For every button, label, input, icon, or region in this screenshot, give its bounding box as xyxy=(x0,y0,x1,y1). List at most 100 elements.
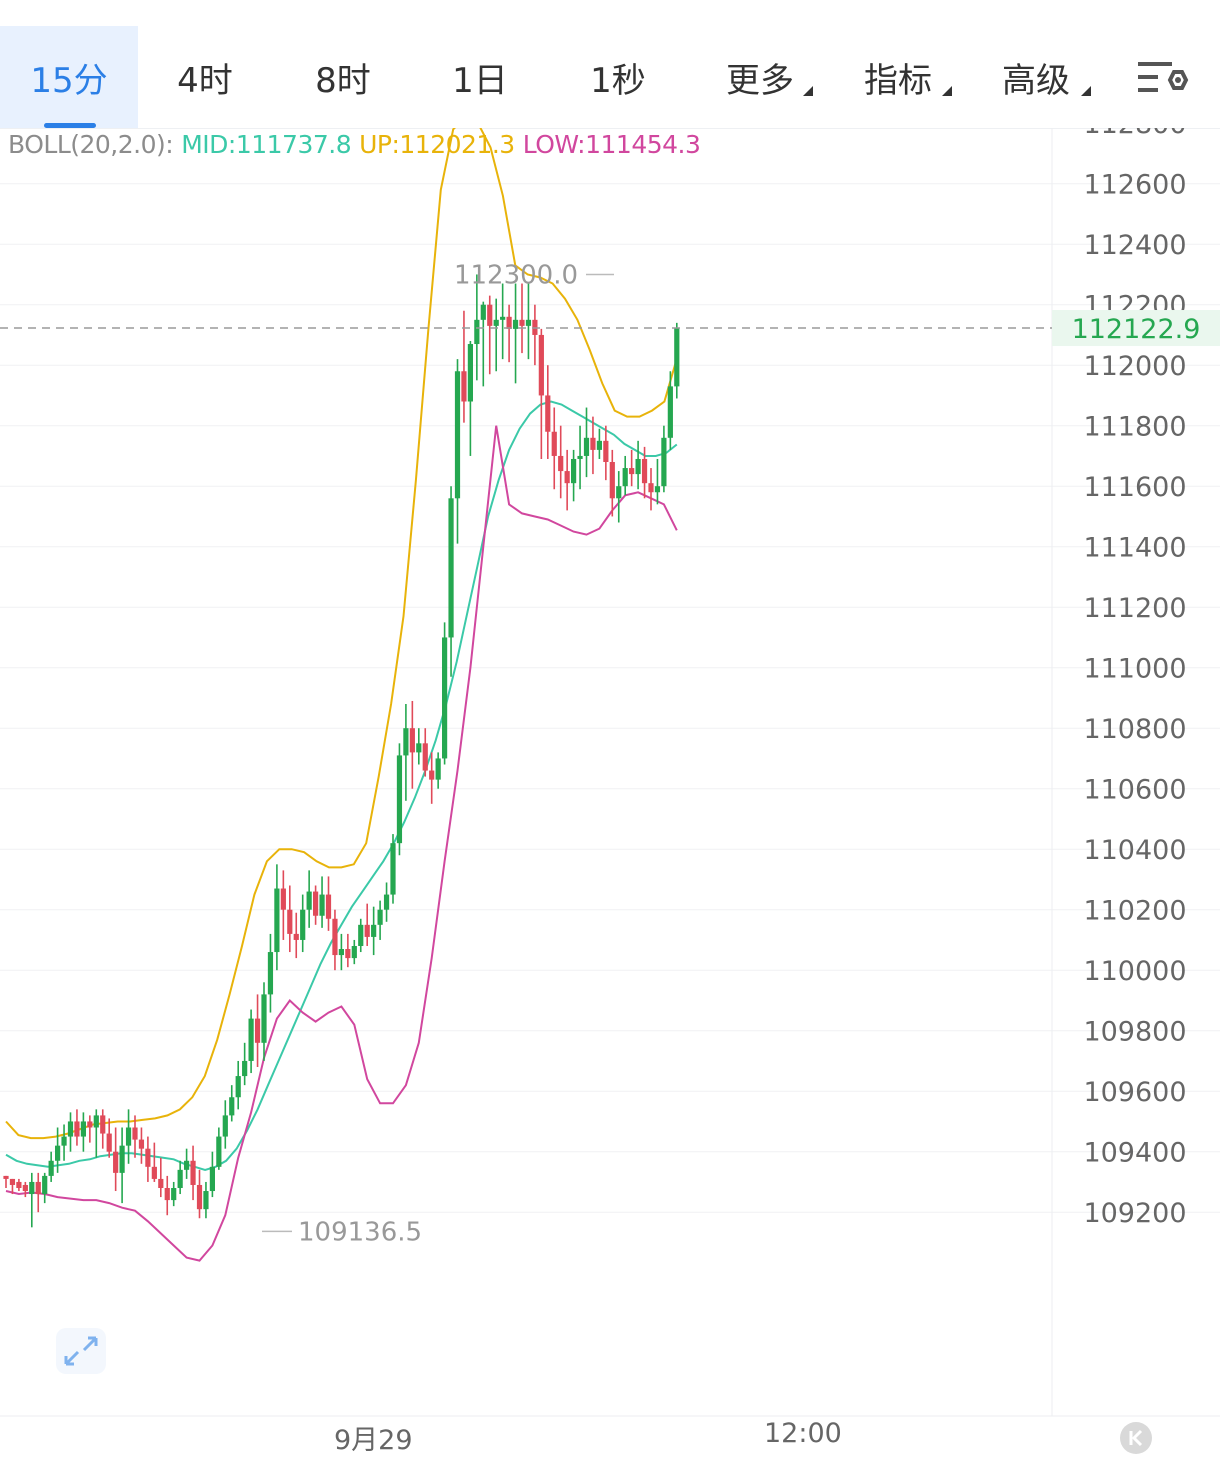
candle-body-up xyxy=(667,386,673,438)
candle-body-down xyxy=(545,395,551,432)
candle-body-down xyxy=(487,304,493,326)
tab-15m[interactable]: 15分 xyxy=(0,26,138,128)
candle-body-down xyxy=(138,1139,145,1149)
y-axis-tick-label: 111800 xyxy=(1083,412,1186,443)
macd-indicator-cutoff xyxy=(0,1456,1220,1465)
candle-body-up xyxy=(171,1188,177,1201)
candle-body-up xyxy=(358,924,364,946)
tab-1d[interactable]: 1日 xyxy=(452,60,508,101)
candle-body-up xyxy=(125,1127,132,1146)
tab-more[interactable]: 更多 xyxy=(692,26,828,128)
candle-body-up xyxy=(261,994,267,1043)
candle-body-up xyxy=(306,891,312,910)
candle-body-up xyxy=(577,455,583,459)
candle-body-up xyxy=(209,1166,215,1192)
candle-body-down xyxy=(609,462,615,499)
candle-body-down xyxy=(332,918,338,956)
candle-body-up xyxy=(42,1175,48,1195)
y-axis-tick-label: 110200 xyxy=(1083,896,1186,927)
candle-body-up xyxy=(416,743,422,753)
low-price-marker-label: 109136.5 xyxy=(298,1217,422,1247)
candle-body-down xyxy=(603,440,609,462)
candle-body-up xyxy=(229,1097,235,1116)
candle-body-down xyxy=(164,1188,170,1201)
candle-body-down xyxy=(280,888,286,910)
candle-body-down xyxy=(132,1127,138,1140)
candlestick-chart[interactable]: 1128001126001124001122001120001118001116… xyxy=(0,128,1220,1418)
tab-indicators[interactable]: 指标 xyxy=(830,26,966,128)
boll-mid: MID:111737.8 xyxy=(181,130,352,159)
more-dropdown-icon xyxy=(803,86,813,96)
scroll-to-latest-button[interactable] xyxy=(1120,1422,1152,1454)
y-axis-tick-label: 112600 xyxy=(1083,170,1186,201)
candle-body-up xyxy=(319,894,325,916)
candle-body-down xyxy=(22,1184,28,1192)
candle-body-down xyxy=(106,1133,112,1152)
tab-8h[interactable]: 8时 xyxy=(315,60,371,101)
candle-body-up xyxy=(351,946,357,959)
y-axis-tick-label: 111400 xyxy=(1083,533,1186,564)
chart-settings-icon[interactable] xyxy=(1136,58,1190,100)
candle-body-up xyxy=(67,1121,74,1137)
candle-body-up xyxy=(55,1145,61,1161)
candle-body-up xyxy=(338,949,344,956)
y-axis-tick-label: 111600 xyxy=(1083,472,1186,503)
candle-body-up xyxy=(493,319,499,326)
y-axis-tick-label: 109200 xyxy=(1083,1198,1186,1229)
candle-body-up xyxy=(93,1115,99,1128)
candle-body-down xyxy=(325,894,332,919)
indicators-dropdown-icon xyxy=(942,86,952,96)
candle-body-down xyxy=(254,1018,261,1043)
tab-advanced[interactable]: 高级 xyxy=(968,26,1104,128)
candle-body-up xyxy=(390,843,396,895)
candle-body-down xyxy=(287,909,293,934)
boll-low: LOW:111454.3 xyxy=(522,130,701,159)
candle-body-down xyxy=(35,1181,41,1195)
candle-body-up xyxy=(622,468,628,487)
candle-body-down xyxy=(145,1148,151,1167)
candle-body-up xyxy=(435,758,441,780)
candle-body-up xyxy=(596,440,602,450)
candle-body-up xyxy=(371,924,377,937)
boll-name: BOLL(20,2.0): xyxy=(8,130,174,159)
boll-indicator-legend: BOLL(20,2.0): MID:111737.8 UP:112021.3 LOW:… xyxy=(8,130,708,164)
candle-body-down xyxy=(519,319,525,326)
tab-indicators-label: 指标 xyxy=(864,60,932,101)
advanced-dropdown-icon xyxy=(1081,86,1091,96)
candle-body-up xyxy=(512,319,519,329)
candle-body-up xyxy=(467,344,473,402)
candle-body-down xyxy=(74,1121,80,1137)
skip-to-end-icon xyxy=(1129,1429,1143,1447)
boll-lower-band-line xyxy=(5,425,678,1262)
candle-body-up xyxy=(300,909,306,940)
expand-arrows-icon xyxy=(64,1336,98,1366)
last-price-badge xyxy=(1052,310,1220,347)
candle-body-up xyxy=(61,1136,67,1146)
candle-body-up xyxy=(177,1169,183,1188)
candle-body-down xyxy=(313,891,319,916)
candle-body-down xyxy=(16,1181,22,1188)
tab-1s[interactable]: 1秒 xyxy=(590,60,646,101)
candle-body-down xyxy=(190,1160,196,1185)
expand-chart-button[interactable] xyxy=(56,1328,106,1374)
y-axis-tick-label: 111000 xyxy=(1083,654,1186,685)
candle-body-down xyxy=(151,1166,157,1179)
x-axis-label-date: 9月29 xyxy=(334,1425,413,1456)
tab-4h[interactable]: 4时 xyxy=(177,60,233,101)
candle-body-down xyxy=(113,1151,119,1173)
candle-body-up xyxy=(216,1136,222,1167)
candle-body-up xyxy=(674,328,680,387)
high-price-marker-label: 112300.0 xyxy=(454,260,578,290)
y-axis-tick-label: 112400 xyxy=(1083,230,1186,261)
y-axis-tick-label: 112800 xyxy=(1083,128,1186,140)
candle-body-up xyxy=(222,1115,228,1137)
candle-body-up xyxy=(383,894,390,910)
candle-body-down xyxy=(345,949,351,959)
candle-body-up xyxy=(654,486,661,493)
candle-body-down xyxy=(158,1178,164,1188)
y-axis-tick-label: 110000 xyxy=(1083,956,1186,987)
x-axis-label-time: 12:00 xyxy=(764,1418,842,1449)
y-axis-tick-label: 111200 xyxy=(1083,593,1186,624)
candle-body-up xyxy=(635,458,641,475)
candle-body-down xyxy=(429,770,435,780)
